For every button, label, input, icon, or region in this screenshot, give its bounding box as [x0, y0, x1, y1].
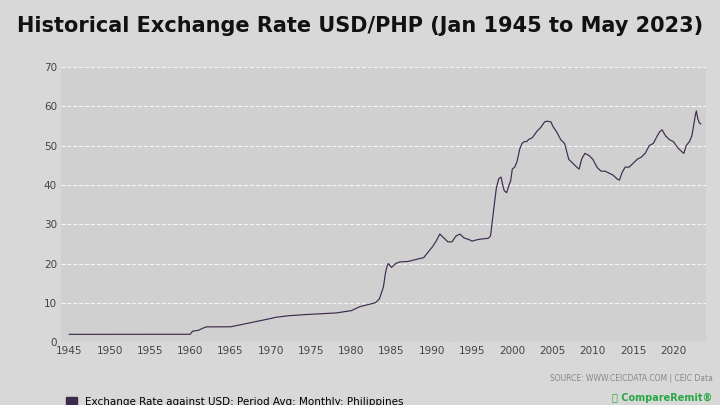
Text: SOURCE: WWW.CEICDATA.COM | CEIC Data: SOURCE: WWW.CEICDATA.COM | CEIC Data: [550, 374, 713, 383]
Text: Historical Exchange Rate USD/PHP (Jan 1945 to May 2023): Historical Exchange Rate USD/PHP (Jan 19…: [17, 16, 703, 36]
Legend: Exchange Rate against USD: Period Avg: Monthly: Philippines: Exchange Rate against USD: Period Avg: M…: [66, 397, 404, 405]
Text: Ⓢ CompareRemit®: Ⓢ CompareRemit®: [613, 393, 713, 403]
